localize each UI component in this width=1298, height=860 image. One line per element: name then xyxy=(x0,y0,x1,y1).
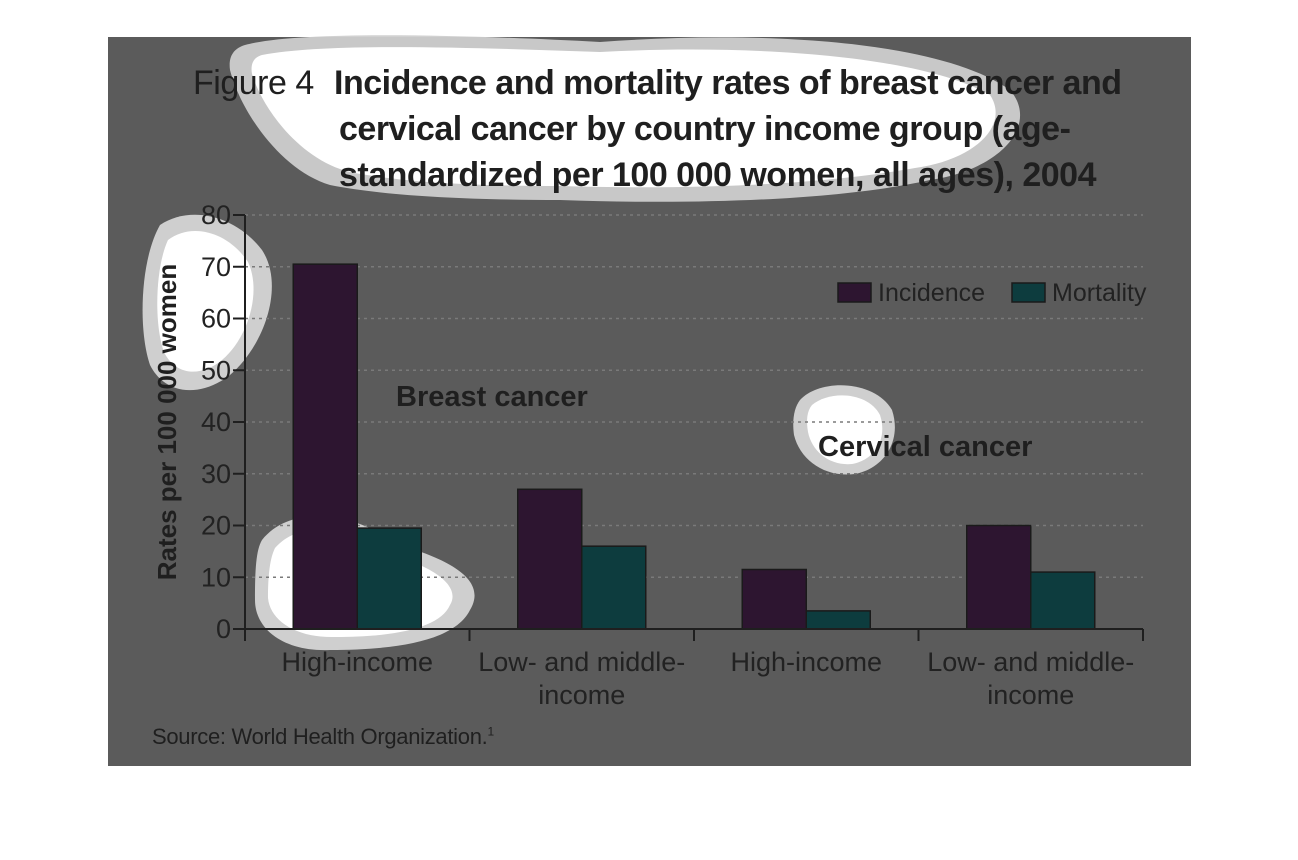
legend-label-incidence: Incidence xyxy=(878,279,985,307)
x-tick-label: High-income xyxy=(281,647,433,677)
source-note: Source: World Health Organization.1 xyxy=(152,724,494,750)
figure-title: Figure 4 Incidence and mortality rates of… xyxy=(193,60,1173,198)
bar-incidence-2 xyxy=(741,568,807,630)
x-tick-label: Low- and middle- xyxy=(478,647,685,677)
y-tick-label: 10 xyxy=(201,562,231,592)
title-line-2: cervical cancer by country income group … xyxy=(339,110,1071,148)
labels: 0 10 20 30 40 50 60 70 80 High-income Low- and mid… xyxy=(201,200,1134,710)
x-tick-label: Low- and middle- xyxy=(927,647,1134,677)
bar-incidence-1 xyxy=(517,488,583,630)
gridlines xyxy=(245,214,1143,578)
y-tick-label: 80 xyxy=(201,200,231,230)
group-label-cervical-cancer: Cervical cancer xyxy=(818,431,1032,463)
title-line-3: standardized per 100 000 women, all ages… xyxy=(339,156,1096,194)
bar-incidence-0 xyxy=(292,263,358,630)
bars xyxy=(292,263,1096,630)
legend-swatch-mortality xyxy=(1011,282,1046,303)
y-tick-label: 60 xyxy=(201,304,231,334)
x-tick-label: income xyxy=(538,680,625,710)
y-tick-label: 20 xyxy=(201,511,231,541)
bar-mortality-0 xyxy=(356,527,422,630)
title-line-1: Incidence and mortality rates of breast … xyxy=(334,64,1122,102)
bar-mortality-2 xyxy=(805,610,871,630)
group-label-breast-cancer: Breast cancer xyxy=(396,381,588,413)
axes xyxy=(233,214,1144,641)
x-tick-label: income xyxy=(987,680,1074,710)
y-tick-label: 50 xyxy=(201,355,231,385)
y-tick-label: 40 xyxy=(201,407,231,437)
x-tick-label: High-income xyxy=(730,647,882,677)
y-axis-title: Rates per 100 000 women xyxy=(152,264,182,581)
legend-swatch-incidence xyxy=(837,282,872,303)
source-text: Source: World Health Organization. xyxy=(152,724,488,749)
bar-incidence-3 xyxy=(966,524,1032,630)
y-tick-label: 30 xyxy=(201,459,231,489)
y-tick-label: 70 xyxy=(201,252,231,282)
bar-mortality-3 xyxy=(1030,571,1096,630)
source-footnote: 1 xyxy=(487,724,494,739)
legend-label-mortality: Mortality xyxy=(1052,279,1147,307)
y-tick-label: 0 xyxy=(216,614,231,644)
figure-number: Figure 4 xyxy=(193,64,314,102)
legend: Incidence Mortality xyxy=(837,279,1147,307)
bar-mortality-1 xyxy=(581,545,647,630)
